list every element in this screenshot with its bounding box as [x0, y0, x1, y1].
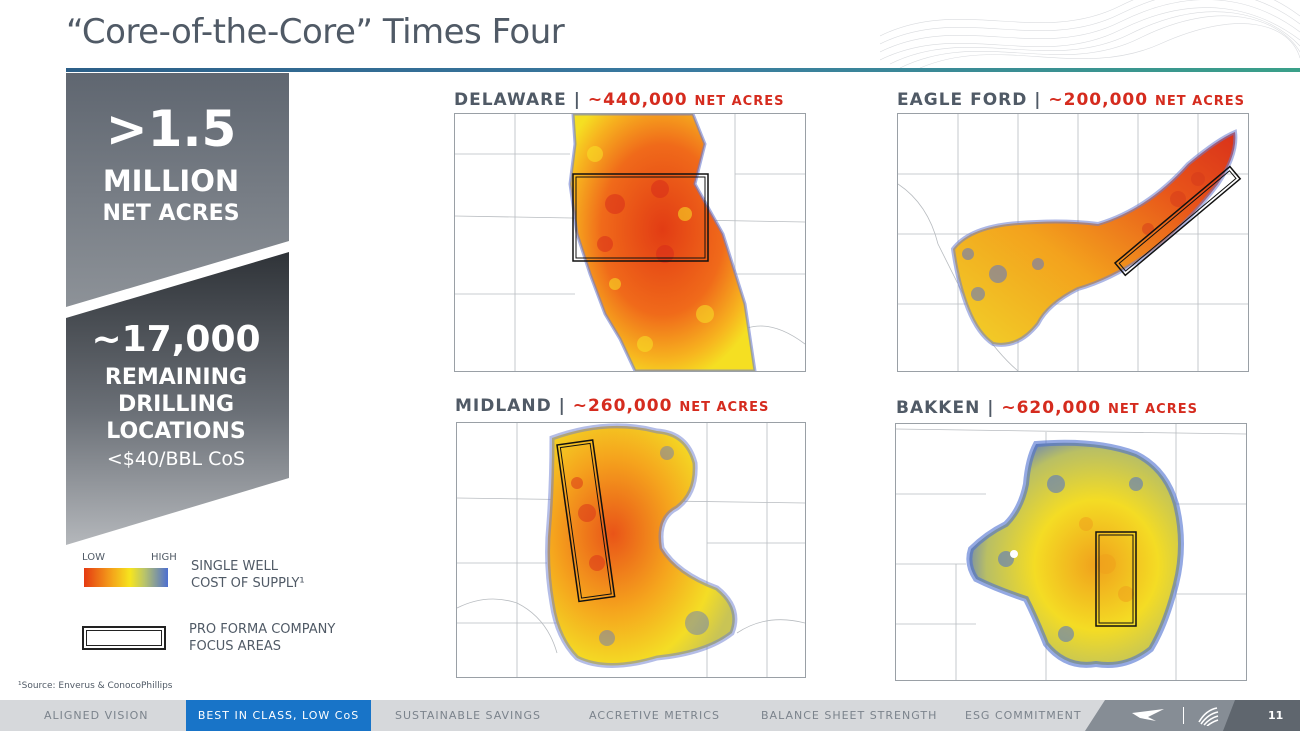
locations-line1: REMAINING: [104, 365, 248, 390]
focus-area-swatch: [82, 626, 166, 650]
legend-focus-line1: PRO FORMA COMPANY: [189, 622, 336, 637]
legend-high-label: HIGH: [151, 552, 177, 563]
legend-cost-line1: SINGLE WELL: [191, 559, 279, 574]
locations-line2: DRILLING: [117, 392, 235, 417]
locations-subtitle: <$40/BBL CoS: [106, 448, 246, 470]
company-logo-icon: [1132, 709, 1164, 721]
nav-tab-balance-sheet-strength[interactable]: BALANCE SHEET STRENGTH: [761, 709, 938, 722]
legend-cost-line2: COST OF SUPPLY¹: [191, 576, 305, 591]
title-divider: [66, 68, 1300, 72]
acres-unit: MILLION: [102, 164, 240, 198]
stats-panel: [66, 73, 289, 545]
acres-label: NET ACRES: [102, 201, 240, 226]
decorative-wave-pattern: [880, 0, 1300, 68]
partner-logo-icon: [1198, 707, 1219, 726]
map-title-eagle-ford: EAGLE FORD | ~200,000 NET ACRES: [897, 90, 1246, 110]
nav-tab-esg-commitment[interactable]: ESG COMMITMENT: [965, 709, 1082, 722]
locations-line3: LOCATIONS: [106, 419, 246, 444]
map-title-delaware: DELAWARE | ~440,000 NET ACRES: [454, 90, 785, 110]
page-number: 11: [1268, 709, 1284, 722]
slide-title: “Core-of-the-Core” Times Four: [66, 12, 565, 52]
cost-gradient-bar: [84, 568, 168, 587]
footer-logo-area: [1085, 700, 1300, 731]
legend-low-label: LOW: [82, 552, 105, 563]
map-title-bakken: BAKKEN | ~620,000 NET ACRES: [896, 398, 1198, 418]
nav-tab-accretive-metrics[interactable]: ACCRETIVE METRICS: [589, 709, 720, 722]
legend-focus-line2: FOCUS AREAS: [189, 639, 281, 654]
nav-tab-best-in-class[interactable]: BEST IN CLASS, LOW CoS: [186, 700, 371, 731]
nav-tab-aligned-vision[interactable]: ALIGNED VISION: [44, 709, 149, 722]
acres-value: >1.5: [105, 100, 237, 158]
map-title-midland: MIDLAND | ~260,000 NET ACRES: [455, 396, 770, 416]
map-delaware: [454, 113, 806, 372]
logo-divider: [1183, 707, 1184, 724]
footer-nav-bar: ALIGNED VISION BEST IN CLASS, LOW CoS SU…: [0, 700, 1300, 731]
map-bakken: [895, 423, 1247, 681]
map-midland: [456, 422, 806, 678]
nav-tab-sustainable-savings[interactable]: SUSTAINABLE SAVINGS: [395, 709, 542, 722]
locations-value: ~17,000: [91, 319, 261, 360]
map-eagle-ford: [897, 113, 1249, 372]
source-footnote: ¹Source: Enverus & ConocoPhillips: [18, 681, 173, 691]
